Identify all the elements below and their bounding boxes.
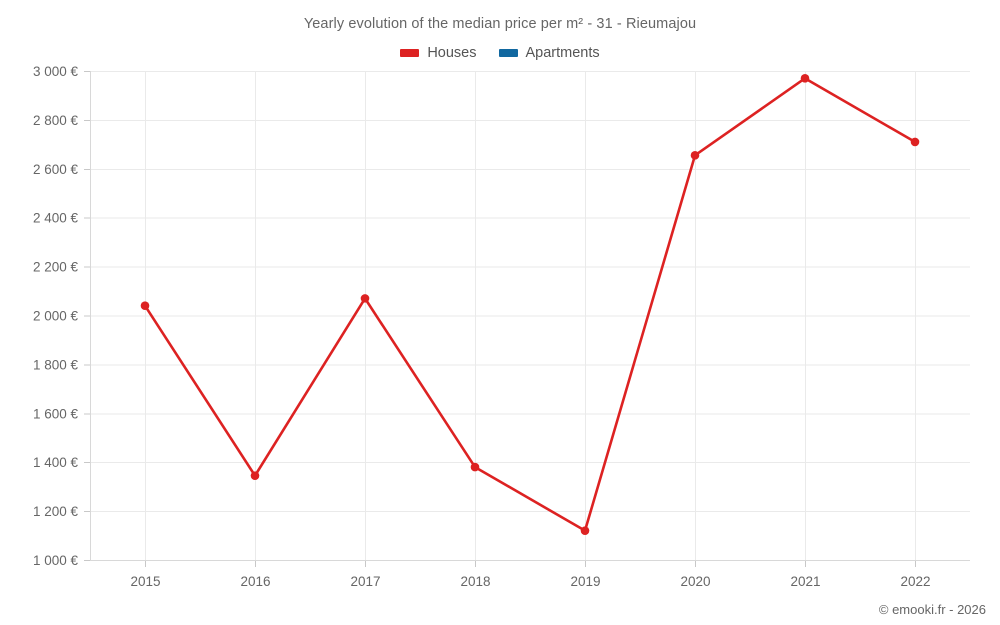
- y-axis-label: 1 000 €: [33, 553, 79, 568]
- series-line-houses: [143, 77, 917, 532]
- chart-legend: Houses Apartments: [0, 45, 1000, 61]
- data-point-houses-2019[interactable]: [580, 526, 590, 535]
- y-axis-label: 3 000 €: [33, 64, 79, 79]
- legend-label-houses: Houses: [427, 45, 477, 61]
- x-axis-label: 2017: [350, 574, 380, 589]
- y-axis-label: 1 800 €: [33, 357, 79, 372]
- legend-swatch-apartments-icon: [498, 49, 518, 57]
- x-axis-label: 2022: [900, 574, 930, 589]
- data-point-houses-2020[interactable]: [690, 151, 700, 160]
- y-axis-label: 2 000 €: [33, 309, 79, 324]
- data-point-houses-2018[interactable]: [470, 462, 480, 472]
- x-axis-label: 2019: [570, 574, 600, 589]
- y-axis-label: 2 800 €: [33, 113, 79, 128]
- data-point-houses-2015[interactable]: [140, 301, 150, 311]
- y-axis-label: 1 400 €: [33, 455, 79, 470]
- copyright-credit: © emooki.fr - 2026: [878, 602, 986, 617]
- data-point-houses-2016[interactable]: [250, 471, 260, 480]
- legend-item-houses[interactable]: Houses: [400, 45, 477, 61]
- chart-title: Yearly evolution of the median price per…: [303, 16, 697, 32]
- x-axis-label: 2021: [790, 574, 820, 589]
- y-axis-label: 2 400 €: [33, 211, 79, 226]
- data-point-houses-2022[interactable]: [910, 137, 920, 147]
- data-point-houses-2021[interactable]: [800, 74, 810, 83]
- x-axis-label: 2020: [680, 574, 710, 589]
- y-axis-label: 2 200 €: [33, 260, 79, 275]
- legend-label-apartments: Apartments: [525, 45, 600, 61]
- y-axis-label: 1 600 €: [33, 406, 79, 421]
- x-axis-label: 2015: [130, 574, 160, 589]
- data-point-houses-2017[interactable]: [360, 294, 370, 303]
- legend-swatch-houses-icon: [400, 49, 420, 57]
- y-axis-label: 1 200 €: [33, 504, 79, 519]
- y-axis-label: 2 600 €: [33, 162, 79, 177]
- x-axis-label: 2018: [460, 574, 490, 589]
- x-axis-label: 2016: [240, 574, 270, 589]
- legend-item-apartments[interactable]: Apartments: [498, 45, 600, 61]
